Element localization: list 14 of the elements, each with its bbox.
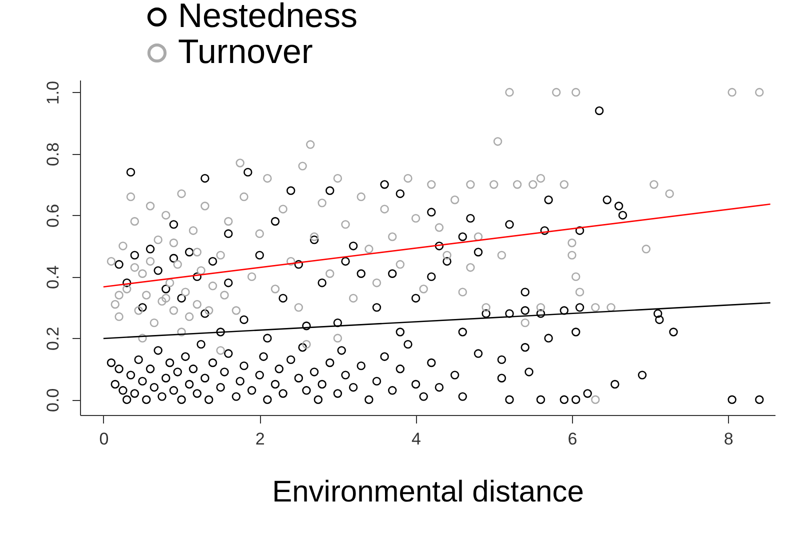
y-tick-label: 0.4 (44, 265, 62, 290)
x-tick-label: 8 (724, 430, 734, 448)
legend-label: Nestedness (178, 0, 358, 35)
y-tick-label: 1.0 (44, 80, 62, 105)
y-tick-label: 0.0 (44, 388, 62, 412)
y-tick-label: 0.6 (44, 204, 62, 228)
x-tick-label: 4 (412, 430, 422, 448)
y-tick-label: 0.8 (44, 142, 62, 166)
x-axis-title: Environmental distance (272, 476, 584, 508)
x-tick-label: 6 (568, 430, 578, 448)
x-tick-label: 0 (99, 430, 109, 448)
y-tick-label: 0.2 (44, 326, 62, 350)
legend-label: Turnover (178, 33, 313, 71)
x-tick-label: 2 (255, 430, 265, 448)
